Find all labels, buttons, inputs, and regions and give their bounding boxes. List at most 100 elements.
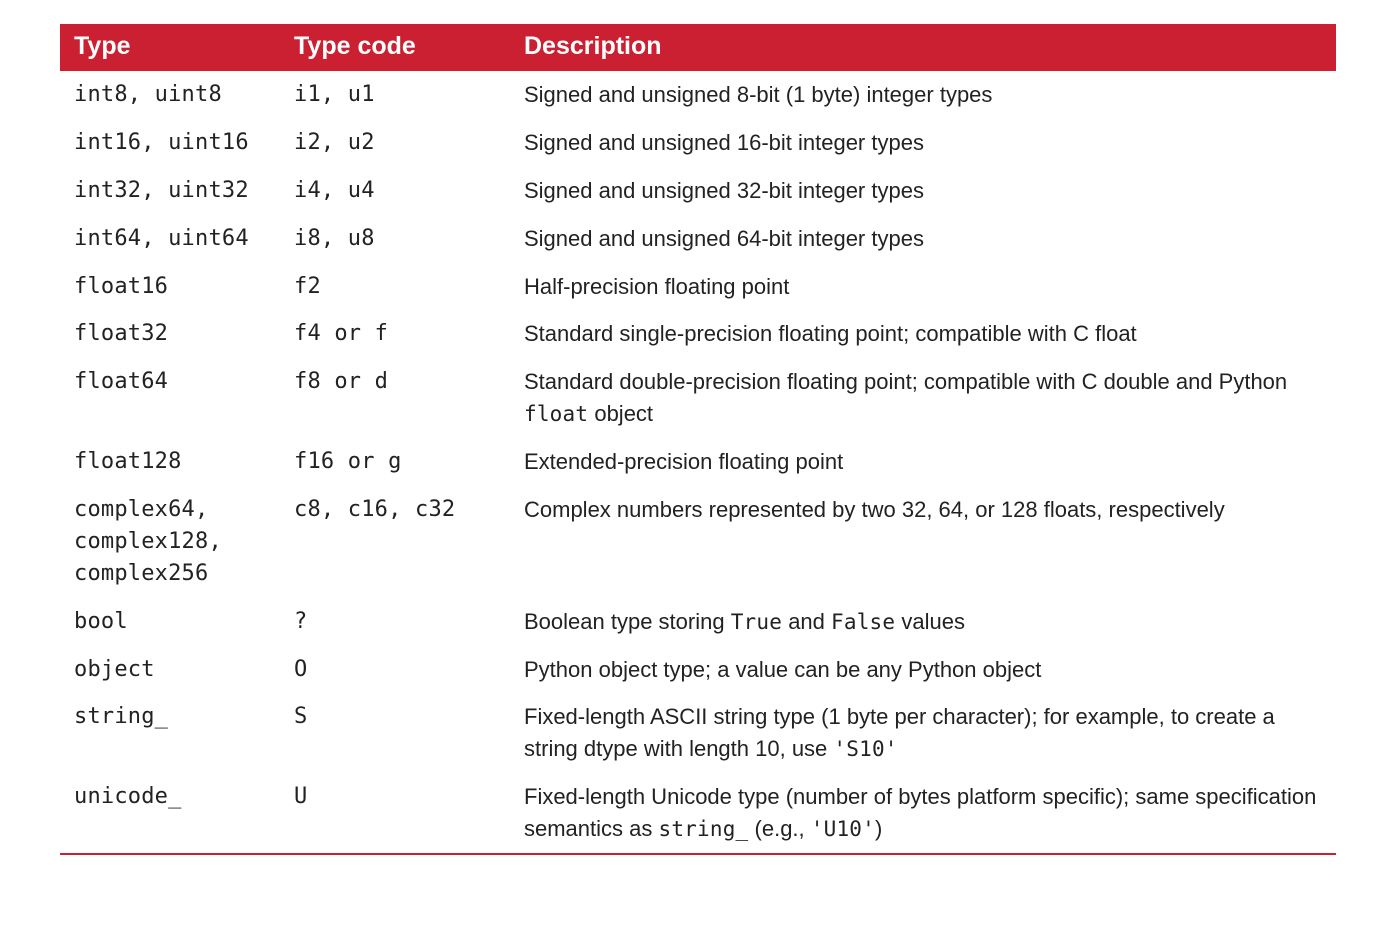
text: Signed and unsigned 64-bit integer types <box>524 226 924 251</box>
cell-code: f16 or g <box>280 438 510 486</box>
text: Python object type; a value can be any P… <box>524 657 1041 682</box>
code-text: 'S10' <box>833 737 897 761</box>
code-text: False <box>831 610 895 634</box>
code-text: float64 <box>74 369 168 394</box>
code-text: O <box>294 657 307 682</box>
cell-type: float32 <box>60 310 280 358</box>
cell-type: float16 <box>60 263 280 311</box>
code-text: int64, uint64 <box>74 226 249 251</box>
table-row: float64 f8 or d Standard double-precision … <box>60 358 1336 438</box>
code-text: i8, u8 <box>294 226 375 251</box>
table-row: string_ S Fixed-length ASCII string type (… <box>60 693 1336 773</box>
cell-type: string_ <box>60 693 280 773</box>
table-row: int8, uint8 i1, u1 Signed and unsigned 8-b… <box>60 71 1336 119</box>
text: Extended-precision floating point <box>524 449 843 474</box>
code-text: bool <box>74 609 128 634</box>
col-header-type: Type <box>60 24 280 71</box>
cell-code: ? <box>280 598 510 646</box>
table-row: float16 f2 Half-precision floating point <box>60 263 1336 311</box>
cell-type: int16, uint16 <box>60 119 280 167</box>
text: Boolean type storing <box>524 609 731 634</box>
cell-description: Standard double-precision floating point… <box>510 358 1336 438</box>
cell-code: i2, u2 <box>280 119 510 167</box>
dtype-table: Type Type code Description int8, uint8 i1… <box>60 24 1336 855</box>
text: and <box>782 609 831 634</box>
code-text: i4, u4 <box>294 178 375 203</box>
cell-description: Half-precision floating point <box>510 263 1336 311</box>
text: Signed and unsigned 8-bit (1 byte) integ… <box>524 82 992 107</box>
cell-code: f2 <box>280 263 510 311</box>
code-text: string_ <box>659 817 749 841</box>
code-text: unicode_ <box>74 784 182 809</box>
code-text: i2, u2 <box>294 130 375 155</box>
code-text: int16, uint16 <box>74 130 249 155</box>
code-text: int8, uint8 <box>74 82 222 107</box>
table-row: bool?Boolean type storing True and False… <box>60 598 1336 646</box>
cell-description: Python object type; a value can be any P… <box>510 646 1336 694</box>
cell-code: S <box>280 693 510 773</box>
cell-code: O <box>280 646 510 694</box>
code-text: i1, u1 <box>294 82 375 107</box>
cell-description: Signed and unsigned 16-bit integer types <box>510 119 1336 167</box>
cell-type: unicode_ <box>60 773 280 854</box>
text: Fixed-length Unicode type (number of byt… <box>524 784 1316 841</box>
code-text: f4 or f <box>294 321 388 346</box>
text: (e.g., <box>748 816 810 841</box>
cell-code: i1, u1 <box>280 71 510 119</box>
code-text: S <box>294 704 307 729</box>
code-text: U <box>294 784 307 809</box>
cell-description: Complex numbers represented by two 32, 6… <box>510 486 1336 598</box>
cell-code: c8, c16, c32 <box>280 486 510 598</box>
cell-description: Standard single-precision floating point… <box>510 310 1336 358</box>
code-text: 'U10' <box>811 817 875 841</box>
table-header-row: Type Type code Description <box>60 24 1336 71</box>
code-text: f2 <box>294 274 321 299</box>
cell-type: bool <box>60 598 280 646</box>
code-text: object <box>74 657 155 682</box>
cell-description: Signed and unsigned 32-bit integer types <box>510 167 1336 215</box>
cell-code: i4, u4 <box>280 167 510 215</box>
table-body: int8, uint8 i1, u1 Signed and unsigned 8-b… <box>60 71 1336 854</box>
cell-type: int32, uint32 <box>60 167 280 215</box>
code-text: c8, c16, c32 <box>294 497 455 522</box>
text: ) <box>875 816 882 841</box>
text: object <box>588 401 653 426</box>
code-text: string_ <box>74 704 168 729</box>
code-text: True <box>731 610 782 634</box>
table-row: object O Python object type; a value can b… <box>60 646 1336 694</box>
code-text: float32 <box>74 321 168 346</box>
table-row: int64, uint64 i8, u8 Signed and unsigned 6… <box>60 215 1336 263</box>
code-text: f16 or g <box>294 449 402 474</box>
cell-code: f4 or f <box>280 310 510 358</box>
table-row: int16, uint16 i2, u2 Signed and unsigned 1… <box>60 119 1336 167</box>
cell-type: float128 <box>60 438 280 486</box>
cell-code: U <box>280 773 510 854</box>
cell-description: Signed and unsigned 8-bit (1 byte) integ… <box>510 71 1336 119</box>
text: Signed and unsigned 16-bit integer types <box>524 130 924 155</box>
cell-type: float64 <box>60 358 280 438</box>
code-text: float16 <box>74 274 168 299</box>
table-row: float32 f4 or f Standard single-precision … <box>60 310 1336 358</box>
text: Complex numbers represented by two 32, 6… <box>524 497 1225 522</box>
cell-code: f8 or d <box>280 358 510 438</box>
cell-code: i8, u8 <box>280 215 510 263</box>
cell-description: Boolean type storing True and False valu… <box>510 598 1336 646</box>
table-row: unicode_ U Fixed-length Unicode type (numb… <box>60 773 1336 854</box>
code-text: complex64, complex128, complex256 <box>74 497 222 586</box>
cell-type: complex64, complex128, complex256 <box>60 486 280 598</box>
code-text: float128 <box>74 449 182 474</box>
text: Fixed-length ASCII string type (1 byte p… <box>524 704 1275 761</box>
cell-description: Fixed-length Unicode type (number of byt… <box>510 773 1336 854</box>
text: Half-precision floating point <box>524 274 789 299</box>
cell-type: int8, uint8 <box>60 71 280 119</box>
text: Standard double-precision floating point… <box>524 369 1287 394</box>
table-row: float128 f16 or g Extended-precision float… <box>60 438 1336 486</box>
cell-description: Fixed-length ASCII string type (1 byte p… <box>510 693 1336 773</box>
code-text: int32, uint32 <box>74 178 249 203</box>
cell-description: Signed and unsigned 64-bit integer types <box>510 215 1336 263</box>
col-header-desc: Description <box>510 24 1336 71</box>
text: Signed and unsigned 32-bit integer types <box>524 178 924 203</box>
code-text: f8 or d <box>294 369 388 394</box>
code-text: float <box>524 402 588 426</box>
text: Standard single-precision floating point… <box>524 321 1137 346</box>
